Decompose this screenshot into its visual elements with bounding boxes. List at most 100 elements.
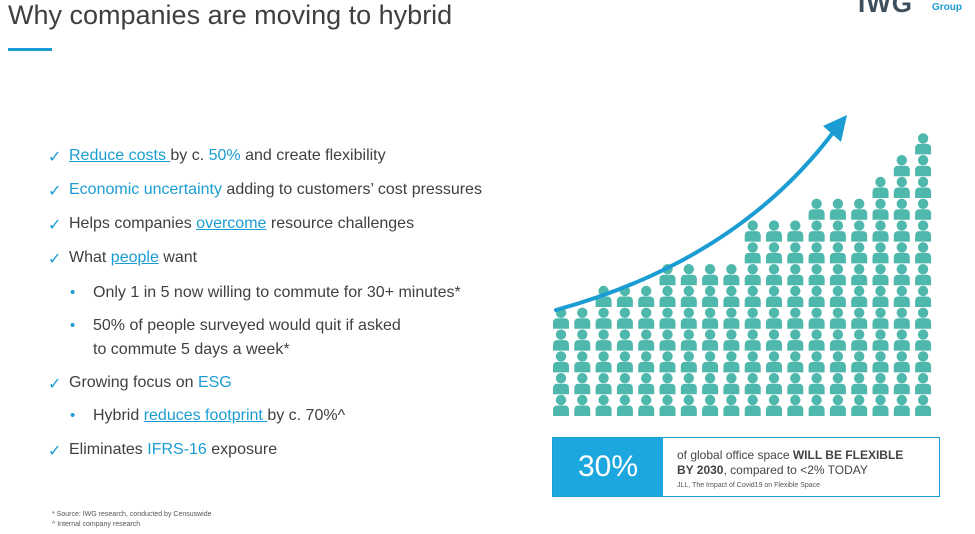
person-icon <box>595 394 612 416</box>
bullet-text: Only 1 in 5 now willing to commute for 3… <box>93 284 461 302</box>
person-icon <box>851 220 868 242</box>
person-icon <box>893 155 910 177</box>
person-icon <box>915 285 932 307</box>
person-icon <box>787 242 804 264</box>
person-icon <box>595 351 612 373</box>
person-icon <box>659 351 676 373</box>
person-icon <box>638 351 655 373</box>
person-icon <box>893 242 910 264</box>
person-icon <box>915 133 932 155</box>
inline-link[interactable]: reduces footprint <box>143 407 268 424</box>
person-icon <box>723 285 740 307</box>
person-icon <box>787 220 804 242</box>
growth-people-graphic <box>553 115 932 416</box>
person-icon <box>893 307 910 329</box>
footnote: * Source: IWG research, conducted by Cen… <box>52 511 212 518</box>
person-icon <box>915 329 932 351</box>
person-icon <box>915 176 932 198</box>
person-icon <box>787 351 804 373</box>
person-icon <box>808 307 825 329</box>
bullet-dot-icon: • <box>70 407 76 424</box>
person-icon <box>851 198 868 220</box>
bullet-text: What people want <box>69 249 197 267</box>
person-icon <box>553 351 569 373</box>
person-icon <box>872 394 889 416</box>
plain-text: Growing focus on <box>69 374 198 391</box>
person-icon <box>638 373 655 395</box>
inline-link[interactable]: overcome <box>196 215 267 232</box>
person-icon <box>616 351 633 373</box>
person-icon <box>574 373 591 395</box>
people-icons <box>553 133 932 416</box>
person-icon <box>872 285 889 307</box>
person-icon <box>659 329 676 351</box>
person-icon <box>872 220 889 242</box>
person-icon <box>616 307 633 329</box>
person-icon <box>808 220 825 242</box>
person-icon <box>872 373 889 395</box>
person-icon <box>723 307 740 329</box>
stat-source: JLL, The Impact of Covid19 on Flexible S… <box>677 482 821 489</box>
person-icon <box>659 394 676 416</box>
footnotes: * Source: IWG research, conducted by Cen… <box>52 510 212 530</box>
plain-text: 50% of people surveyed would quit if ask… <box>93 317 401 334</box>
person-icon <box>574 394 591 416</box>
person-icon <box>638 285 655 307</box>
person-icon <box>808 373 825 395</box>
plain-text: adding to customers’ cost pressures <box>221 181 482 198</box>
person-icon <box>659 373 676 395</box>
bullet-text: Helps companies overcome resource challe… <box>69 215 414 233</box>
person-icon <box>893 176 910 198</box>
person-icon <box>680 264 697 286</box>
person-icon <box>744 220 761 242</box>
person-icon <box>829 307 846 329</box>
person-icon <box>915 198 932 220</box>
logo-mark: IWG <box>858 0 913 18</box>
person-icon <box>893 264 910 286</box>
inline-link[interactable]: Reduce costs <box>69 147 171 164</box>
person-icon <box>702 285 719 307</box>
person-icon <box>872 176 889 198</box>
person-icon <box>851 242 868 264</box>
person-icon <box>595 373 612 395</box>
person-icon <box>893 329 910 351</box>
person-icon <box>829 220 846 242</box>
plain-text: exposure <box>206 441 278 458</box>
person-icon <box>574 307 591 329</box>
person-icon <box>787 394 804 416</box>
person-icon <box>659 285 676 307</box>
bullet-text: Eliminates IFRS-16 exposure <box>69 441 277 459</box>
person-icon <box>829 329 846 351</box>
person-icon <box>616 329 633 351</box>
bullet-text: to commute 5 days a week* <box>93 341 290 359</box>
bullet-text: Economic uncertainty adding to customers… <box>69 181 482 199</box>
inline-link[interactable]: people <box>110 249 159 266</box>
plain-text: resource challenges <box>266 215 415 232</box>
bullet-text: Growing focus on ESG <box>69 374 232 392</box>
person-icon <box>616 394 633 416</box>
person-icon <box>766 329 782 351</box>
person-icon <box>808 264 825 286</box>
person-icon <box>872 264 889 286</box>
person-icon <box>680 351 697 373</box>
person-icon <box>915 220 932 242</box>
bullet-dot-icon: • <box>70 317 76 334</box>
person-icon <box>872 198 889 220</box>
person-icon <box>744 242 761 264</box>
person-icon <box>680 394 697 416</box>
person-icon <box>829 264 846 286</box>
plain-text: to commute 5 days a week* <box>93 341 290 358</box>
person-icon <box>915 307 932 329</box>
plain-text: Helps companies <box>69 215 197 232</box>
person-icon <box>893 373 910 395</box>
person-icon <box>808 329 825 351</box>
person-icon <box>915 155 932 177</box>
title-underline <box>8 48 52 51</box>
person-icon <box>595 307 612 329</box>
person-icon <box>766 220 782 242</box>
person-icon <box>723 351 740 373</box>
footnote: ^ Internal company research <box>52 521 141 528</box>
person-icon <box>851 394 868 416</box>
person-icon <box>872 307 889 329</box>
highlight-text: Economic uncertainty <box>69 181 222 198</box>
